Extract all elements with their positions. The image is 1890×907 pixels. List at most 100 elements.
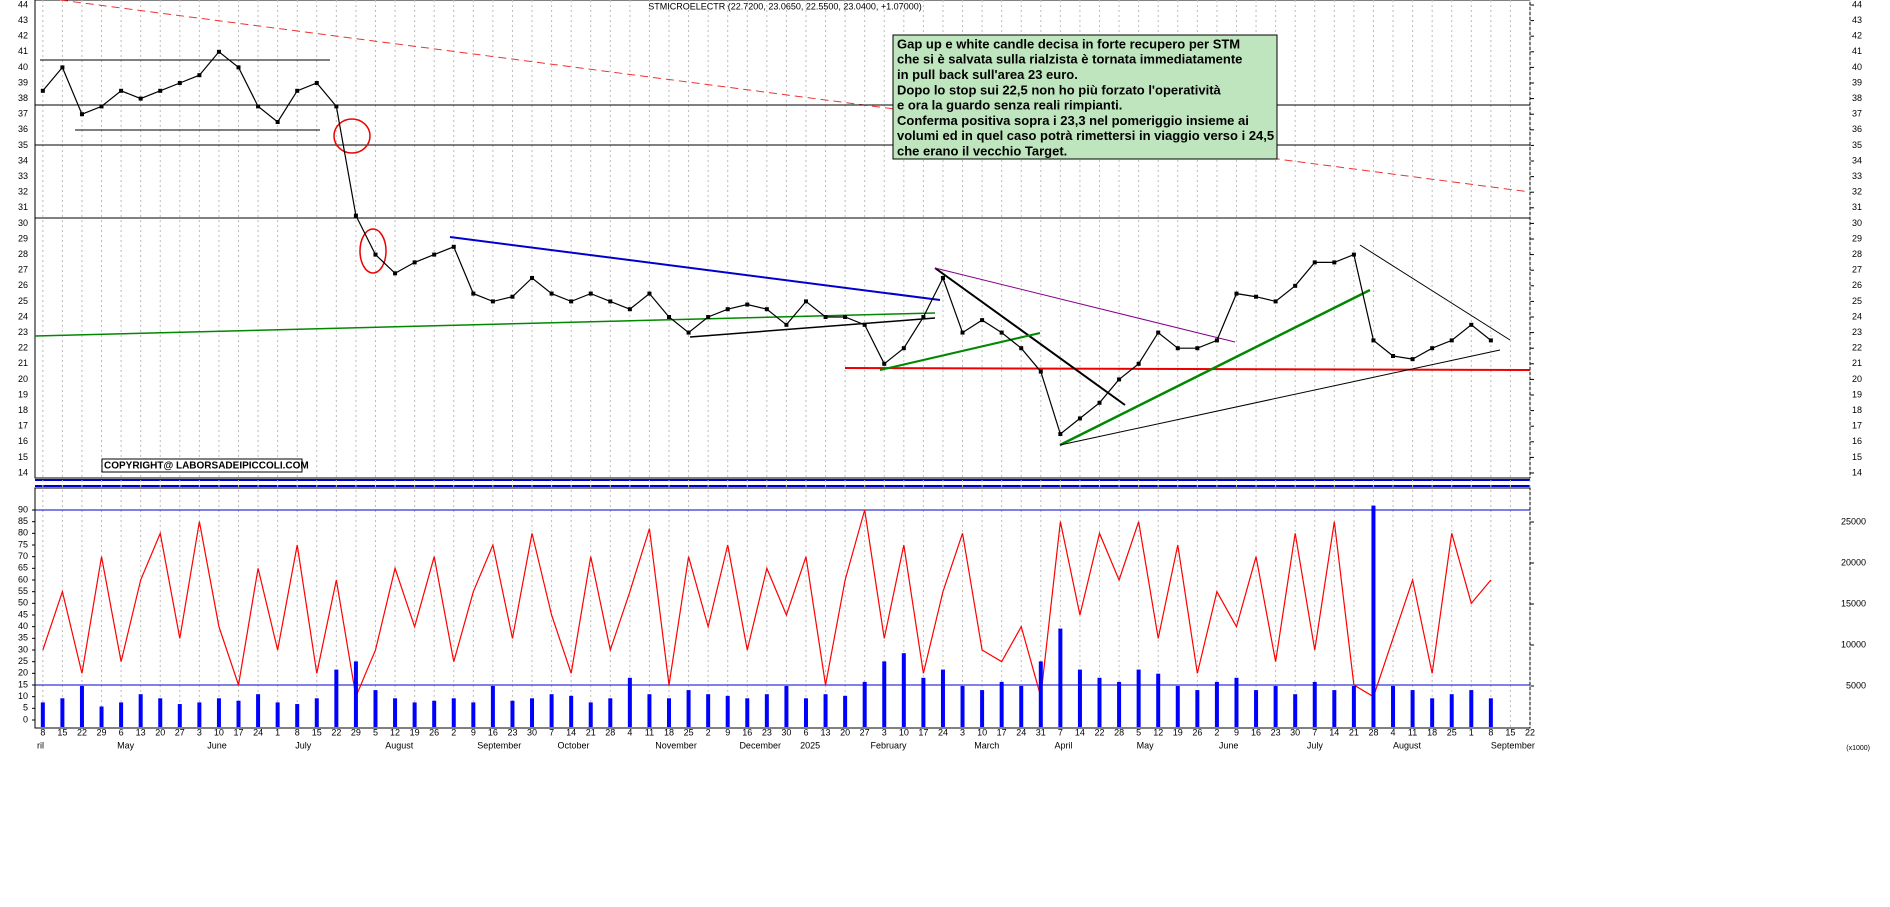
x-day-label: 2 (1214, 727, 1219, 737)
trendline (689, 317, 936, 338)
trendline (1359, 244, 1511, 341)
y-tick-label: 14 (1852, 467, 1862, 477)
price-panel (34, 0, 1531, 479)
y-tick-label: 21 (18, 358, 28, 368)
x-day-label: 18 (664, 727, 674, 737)
x-day-label: 9 (725, 727, 730, 737)
volume-bar (119, 702, 124, 727)
price-mark (784, 322, 789, 327)
price-mark (530, 276, 535, 280)
price-mark (1312, 260, 1317, 265)
volume-bar (1234, 677, 1239, 727)
x-day-label: 17 (918, 727, 928, 737)
chart-title: STMICROELECTR (22.7200, 23.0650, 22.5500… (648, 1, 921, 11)
price-mark (706, 315, 711, 319)
x-day-label: 12 (1153, 727, 1163, 737)
x-day-label: 26 (429, 727, 439, 737)
unit-label: (x1000) (1846, 745, 1870, 752)
x-day-label: 5 (1136, 727, 1141, 737)
y-tick-label: 45 (18, 609, 28, 619)
y-tick-label: 27 (1852, 265, 1862, 275)
x-day-label: 16 (742, 727, 752, 737)
y-tick-label: 38 (1852, 93, 1862, 103)
price-mark (1175, 346, 1180, 351)
x-month-label: July (1307, 740, 1324, 750)
annotation-text: Dopo lo stop sui 22,5 non ho più forzato… (897, 82, 1222, 97)
y-tick-label: 24 (18, 311, 28, 321)
volume-bar (667, 698, 672, 727)
x-day-label: 10 (899, 727, 909, 737)
volume-bar (451, 698, 456, 727)
x-month-label: June (1219, 740, 1239, 750)
price-mark (569, 299, 574, 304)
x-day-label: 6 (119, 727, 124, 737)
x-day-label: 22 (77, 727, 87, 737)
x-day-label: 20 (840, 727, 850, 737)
y-tick-label: 90 (18, 504, 28, 514)
price-mark (882, 361, 887, 366)
price-mark (1058, 432, 1063, 436)
y-tick-label: 29 (18, 233, 28, 243)
y-tick-label: 36 (18, 124, 28, 134)
y-tick-label: 33 (18, 171, 28, 181)
y-tick-label: 60 (18, 574, 28, 584)
uptrend-line (34, 312, 936, 337)
y-tick-label: 0 (23, 714, 28, 724)
x-month-label: December (739, 740, 781, 750)
x-day-label: 17 (234, 727, 244, 737)
volume-bar (1254, 690, 1259, 727)
annotation-text: che erano il vecchio Target. (897, 144, 1067, 159)
y2-tick-label: 10000 (1841, 639, 1866, 649)
price-mark (471, 291, 476, 296)
x-day-label: 8 (40, 727, 45, 737)
volume-bar (823, 694, 828, 727)
volume-bar (1097, 677, 1102, 727)
price-mark (177, 81, 182, 85)
x-day-label: 3 (882, 727, 887, 737)
volume-bar (177, 704, 182, 727)
volume-bar (471, 702, 476, 727)
x-day-label: 24 (1016, 727, 1026, 737)
annotation-box (892, 34, 1278, 160)
y-tick-label: 18 (18, 405, 28, 415)
x-day-label: 19 (1173, 727, 1183, 737)
y-tick-label: 32 (1852, 187, 1862, 197)
x-day-label: 4 (1391, 727, 1396, 737)
volume-bar (40, 702, 45, 727)
y-tick-label: 39 (18, 77, 28, 87)
volume-bar (236, 700, 241, 727)
trendline (59, 0, 1531, 193)
x-day-label: 28 (1368, 727, 1378, 737)
x-day-label: 15 (57, 727, 67, 737)
x-month-label: November (655, 740, 697, 750)
volume-bar (569, 695, 574, 727)
x-month-label: September (1491, 740, 1535, 750)
price-mark (1038, 369, 1043, 374)
y-tick-label: 22 (1852, 343, 1862, 353)
x-day-label: 15 (312, 727, 322, 737)
price-mark (1488, 338, 1493, 343)
annotation-text: Gap up e white candle decisa in forte re… (897, 36, 1240, 51)
price-mark (1097, 400, 1102, 405)
x-month-label: May (1137, 740, 1155, 750)
volume-bar (530, 698, 535, 727)
y-tick-label: 29 (1852, 233, 1862, 243)
price-mark (901, 346, 906, 351)
x-month-label: April (1054, 740, 1072, 750)
x-day-label: 23 (1271, 727, 1281, 737)
x-month-label: August (1393, 740, 1422, 750)
volume-bar (745, 698, 750, 727)
y-tick-label: 28 (18, 249, 28, 259)
price-mark (1117, 377, 1122, 382)
y-tick-label: 15 (1852, 452, 1862, 462)
volume-bar (216, 698, 221, 727)
volume-bar (1058, 628, 1063, 727)
x-day-label: 9 (471, 727, 476, 737)
indicator-panel (34, 487, 1531, 729)
x-day-label: 14 (566, 727, 576, 737)
x-day-label: 8 (295, 727, 300, 737)
x-day-label: 1 (275, 727, 280, 737)
x-day-label: 2 (706, 727, 711, 737)
highlight-circle (359, 228, 387, 274)
price-mark (647, 291, 652, 296)
